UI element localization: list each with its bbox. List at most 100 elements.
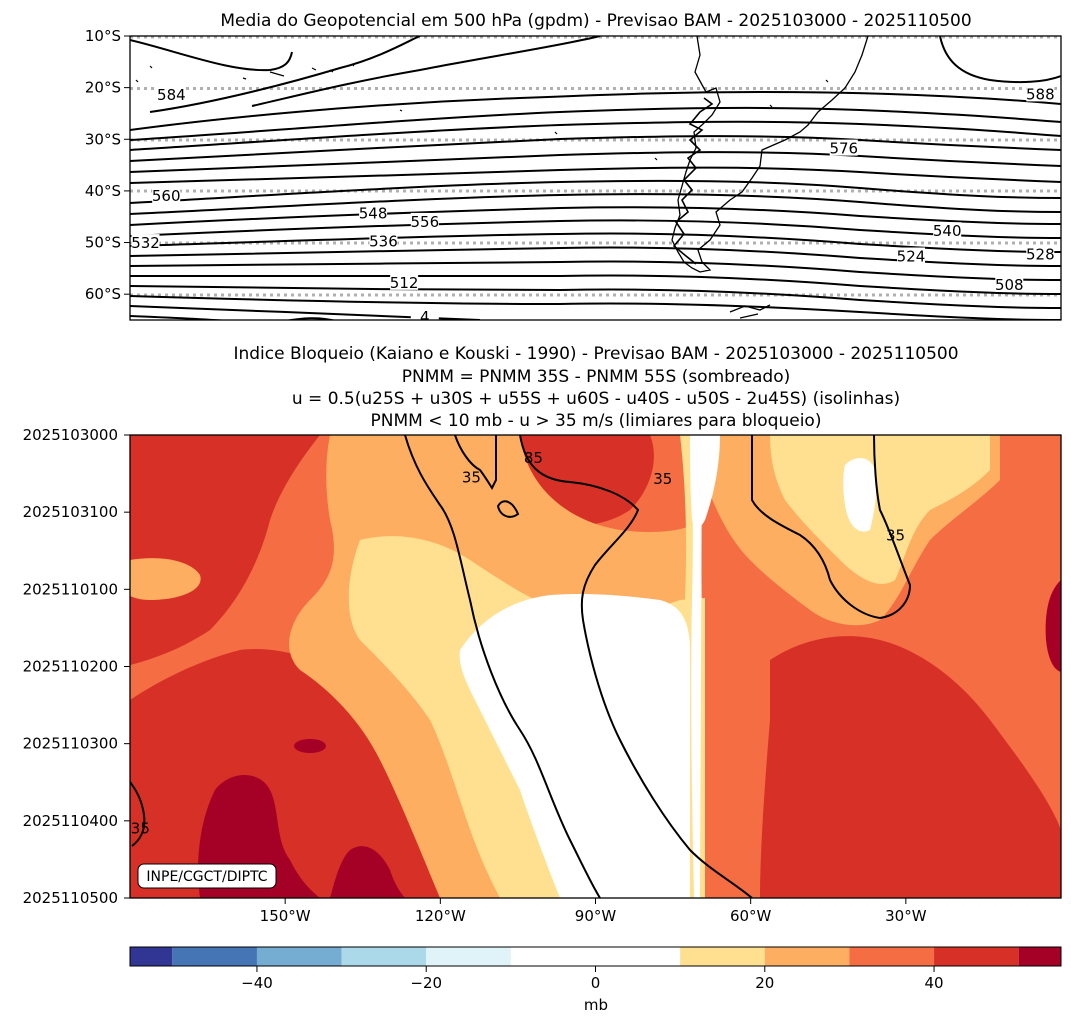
x-tick-label: 150°W	[260, 907, 311, 925]
colorbar-segment	[172, 947, 257, 966]
contour-label: 532	[131, 234, 160, 252]
colorbar-tick-label: 20	[755, 974, 774, 992]
x-tick-label: 120°W	[415, 907, 466, 925]
contour-label-bg	[152, 187, 181, 204]
isoline-small-loop	[496, 500, 520, 518]
colorbar-segments	[130, 947, 1061, 966]
coastline-south-america	[671, 36, 869, 273]
top-panel-title: Media do Geopotencial em 500 hPa (gpdm) …	[220, 11, 971, 31]
contour-label-bg	[131, 234, 160, 251]
watermark-text: INPE/CGCT/DIPTC	[146, 869, 267, 885]
colorbar-segment	[426, 947, 511, 966]
lat-tick-label: 20°S	[85, 79, 121, 97]
colorbar-segment	[934, 947, 1019, 966]
hovmoller-y-axis: 2025103000 2025103100 2025110100 2025110200…	[23, 426, 130, 907]
band-40-plus-bottom-center	[330, 846, 405, 898]
x-tick-marks	[284, 898, 907, 904]
top-lat-axis: 10°S 20°S 30°S 40°S 50°S 60°S	[85, 27, 130, 303]
contour-label: 536	[369, 233, 398, 251]
isoline-85	[454, 435, 497, 490]
x-tick-label: 60°W	[730, 907, 772, 925]
band-40-plus-blob-1	[294, 739, 326, 753]
colorbar-ticks: −40 −20 0 20 40	[241, 966, 944, 992]
contour-label-bg	[995, 275, 1024, 292]
contour-label-bg	[157, 85, 186, 102]
colorbar-segment	[680, 947, 765, 966]
contour-label: 548	[359, 205, 388, 223]
isoline-label: 85	[524, 449, 543, 467]
colorbar-tick-label: −40	[241, 974, 273, 992]
isoline-35-b	[519, 435, 753, 898]
u-isolines	[130, 435, 912, 898]
lat-tick-marks	[124, 35, 130, 295]
geopotential-contours	[130, 36, 1061, 320]
y-tick-marks	[124, 434, 130, 899]
band-0-10-right-top	[843, 458, 877, 532]
isoline-label: 35	[131, 820, 150, 838]
contour-label: 508	[995, 276, 1024, 294]
hovmoller-x-axis: 150°W 120°W 90°W 60°W 30°W	[260, 898, 927, 925]
band-0-10-strip	[690, 435, 702, 898]
colorbar-tick-label: 0	[591, 974, 601, 992]
y-tick-label: 2025103000	[23, 426, 118, 444]
isoline-35-c	[750, 435, 912, 620]
contour-label-bg	[933, 222, 962, 239]
hovmoller-plot: 35 85 35 35 35 INPE/CGCT/DIPTC	[130, 435, 1061, 898]
contour-label: 576	[829, 140, 858, 158]
contour-label-bg	[1026, 245, 1055, 262]
band-20-30-left-edge	[130, 558, 201, 600]
contour-label-bg	[390, 273, 419, 290]
isoline-label: 35	[886, 526, 905, 544]
contour-label-bg	[410, 307, 439, 320]
contour-label: 588	[1026, 85, 1055, 103]
y-tick-label: 2025110200	[23, 658, 118, 676]
band-40-plus-right-edge	[1045, 580, 1061, 672]
bottom-panel-titles: Indice Bloqueio (Kaiano e Kouski - 1990)…	[233, 344, 958, 431]
isoline-label: 35	[653, 470, 672, 488]
bottom-title-line-2: PNMM = PNMM 35S - PNMM 55S (sombreado)	[402, 367, 791, 387]
y-tick-label: 2025110400	[23, 812, 118, 830]
lat-tick-label: 60°S	[85, 285, 121, 303]
top-map: 584 588 576 560 548 556 536 532 540 524 528 512 508 4	[130, 36, 1061, 326]
lat-tick-label: 10°S	[85, 27, 121, 45]
contour-label-bg	[897, 247, 926, 264]
contour-label: 528	[1026, 245, 1055, 263]
contour-label: 540	[933, 222, 962, 240]
lat-tick-labels: 10°S 20°S 30°S 40°S 50°S 60°S	[85, 27, 121, 303]
bottom-title-line-4: PNMM < 10 mb - u > 35 m/s (limiares para…	[371, 411, 822, 431]
top-map-frame	[129, 35, 1062, 321]
colorbar-tick-label: −20	[410, 974, 442, 992]
contour-label-bg	[359, 204, 388, 221]
geopotential-contour-labels: 584 588 576 560 548 556 536 532 540 524 528 512 508 4	[131, 85, 1055, 326]
band-0-10-center	[459, 593, 690, 898]
lat-tick-label: 50°S	[85, 234, 121, 252]
band-0-10-upper-center	[690, 435, 720, 528]
band-40-50-top-left	[130, 435, 250, 499]
y-tick-label: 2025103100	[23, 503, 118, 521]
watermark-box	[137, 863, 277, 889]
contour-label: 4	[420, 308, 430, 326]
lat-tick-label: 40°S	[85, 182, 121, 200]
contour-label: 556	[410, 213, 439, 231]
colorbar-segment	[764, 947, 850, 966]
colorbar-segment	[510, 947, 681, 966]
contour-label: 512	[390, 274, 419, 292]
bottom-title-line-1: Indice Bloqueio (Kaiano e Kouski - 1990)…	[233, 344, 958, 364]
contour-label: 524	[897, 248, 926, 266]
watermark: INPE/CGCT/DIPTC	[137, 863, 277, 889]
colorbar-tick-label: 40	[924, 974, 943, 992]
colorbar-segment	[849, 947, 935, 966]
contour-label-bg	[829, 139, 858, 156]
colorbar-segment	[256, 947, 342, 966]
isoline-35-d	[130, 781, 146, 847]
contour-label-bg	[1026, 85, 1055, 102]
contour-label: 560	[152, 187, 181, 205]
y-tick-labels: 2025103000 2025103100 2025110100 2025110200…	[23, 426, 118, 907]
bottom-title-line-3: u = 0.5(u25S + u30S + u55S + u60S - u40S…	[292, 389, 900, 409]
colorbar-label: mb	[584, 996, 608, 1014]
y-tick-label: 2025110100	[23, 580, 118, 598]
contour-label: 584	[157, 86, 186, 104]
band-30-40-right	[760, 636, 1061, 898]
contour-label-bg	[410, 212, 439, 229]
